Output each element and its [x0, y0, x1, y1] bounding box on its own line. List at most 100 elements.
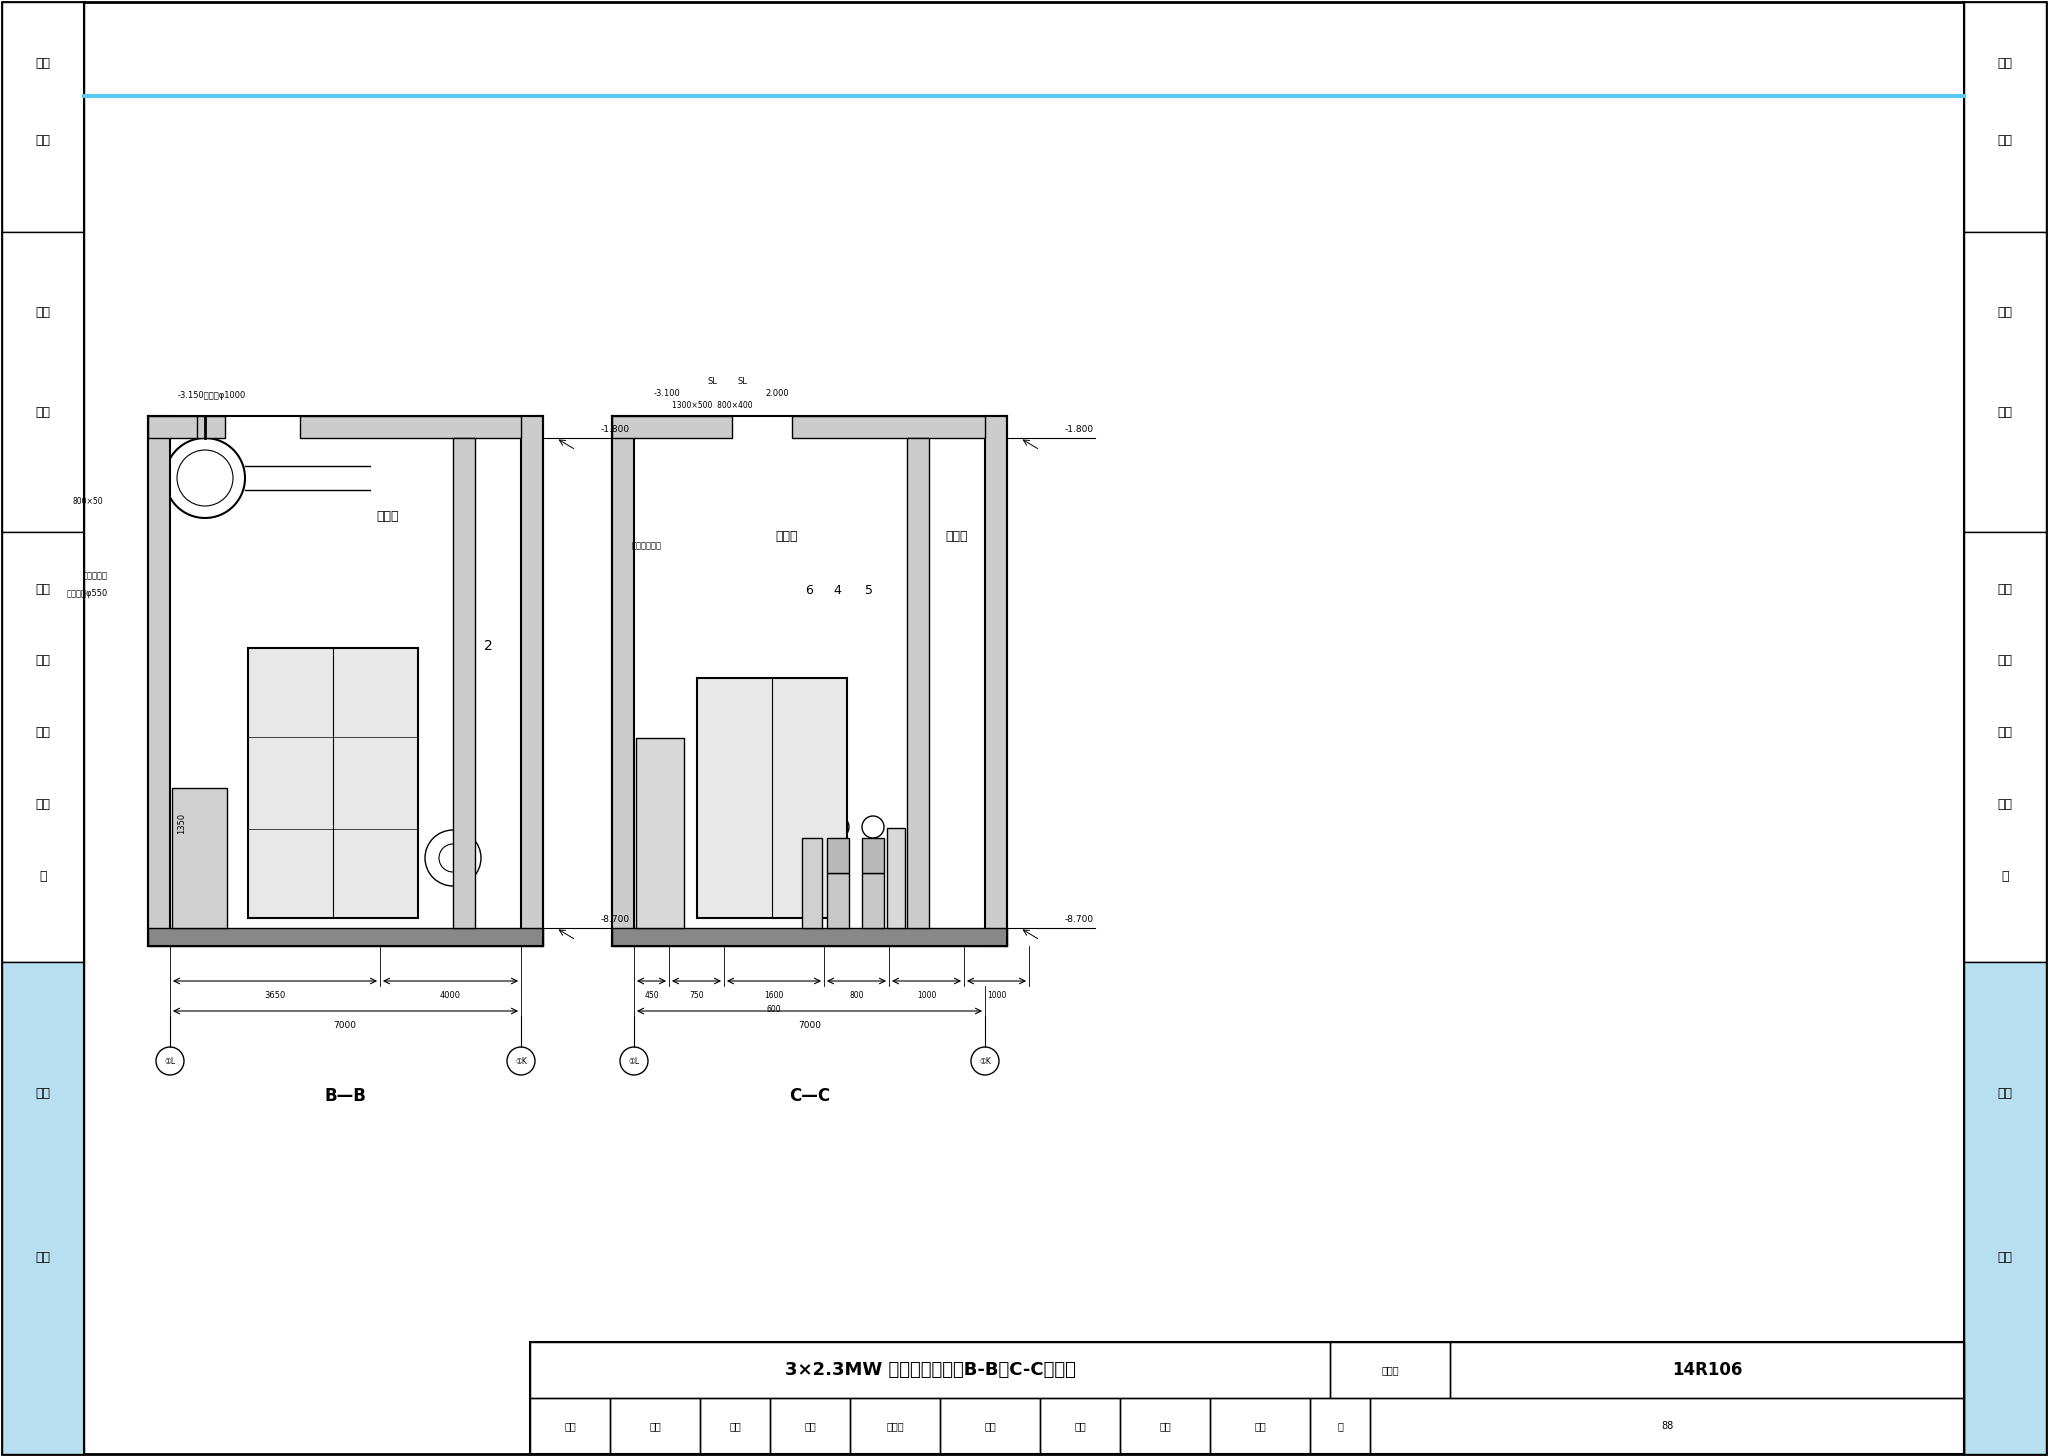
Bar [940, 1398, 1040, 1455]
Text: 1300×500  800×400: 1300×500 800×400 [672, 402, 752, 411]
Bar [700, 1398, 770, 1455]
Text: 锅炉间: 锅炉间 [776, 530, 799, 543]
Text: 吕宁: 吕宁 [649, 1421, 662, 1431]
Text: 点: 点 [39, 869, 47, 882]
Text: 原则: 原则 [35, 727, 51, 740]
Text: 7000: 7000 [799, 1021, 821, 1029]
Bar [827, 839, 850, 874]
Text: 点: 点 [2001, 869, 2009, 882]
Text: C—C: C—C [788, 1088, 829, 1105]
Bar [696, 678, 848, 917]
Text: 锅炉间: 锅炉间 [377, 510, 399, 523]
Bar [1964, 962, 2046, 1455]
Text: 设计: 设计 [1073, 1421, 1085, 1431]
Bar [1964, 232, 2046, 531]
Bar [299, 416, 520, 438]
Text: SL: SL [737, 377, 748, 386]
Text: ①K: ①K [979, 1057, 991, 1066]
Text: 6: 6 [805, 584, 813, 597]
Text: 600: 600 [766, 1005, 782, 1013]
Bar [610, 1398, 700, 1455]
Text: 14R106: 14R106 [1671, 1361, 1743, 1379]
Bar [147, 416, 170, 946]
Bar [1040, 1398, 1120, 1455]
Text: 毛雅芳: 毛雅芳 [887, 1421, 903, 1431]
Text: 实例: 实例 [1997, 1251, 2013, 1264]
Bar [985, 416, 1008, 946]
Text: 术语: 术语 [35, 406, 51, 418]
Bar [862, 874, 885, 927]
Text: 工程: 工程 [1997, 1086, 2013, 1099]
Text: 5: 5 [864, 584, 872, 597]
Text: 编制: 编制 [35, 57, 51, 70]
Text: 相关: 相关 [35, 306, 51, 319]
Bar [612, 416, 635, 946]
Text: -8.700: -8.700 [600, 916, 631, 925]
Bar [862, 839, 885, 874]
Text: 燃烧器碍片: 燃烧器碍片 [84, 572, 109, 581]
Text: 1350: 1350 [178, 812, 186, 834]
Text: 说明: 说明 [35, 134, 51, 147]
Text: 实例: 实例 [35, 1251, 51, 1264]
Text: 图集号: 图集号 [1380, 1366, 1399, 1374]
Bar [1120, 1398, 1210, 1455]
Bar [453, 438, 475, 927]
Bar [1370, 1398, 1964, 1455]
Text: 4: 4 [834, 584, 842, 597]
Text: 术语: 术语 [1997, 406, 2013, 418]
Bar [850, 1398, 940, 1455]
Bar [827, 874, 850, 927]
Text: 88: 88 [1661, 1421, 1673, 1431]
Text: 与要: 与要 [35, 798, 51, 811]
Bar [1311, 1398, 1370, 1455]
Text: 4000: 4000 [440, 990, 461, 999]
Text: ①K: ①K [514, 1057, 526, 1066]
Text: 燃速蝶阀φ550: 燃速蝶阀φ550 [68, 590, 109, 598]
Text: -8.700: -8.700 [1065, 916, 1094, 925]
Text: 膨胀水筒装置: 膨胀水筒装置 [633, 542, 662, 550]
Bar [172, 788, 227, 927]
Text: 编制: 编制 [1997, 57, 2013, 70]
Bar [1329, 1342, 1450, 1398]
Bar [770, 1398, 850, 1455]
Text: 设计: 设计 [35, 582, 51, 596]
Bar [2, 531, 84, 962]
Text: 设计: 设计 [1997, 582, 2013, 596]
Text: ①L: ①L [629, 1057, 639, 1066]
Bar [612, 927, 1008, 946]
Bar [147, 416, 225, 438]
Text: 说明: 说明 [1997, 134, 2013, 147]
Text: 750: 750 [690, 990, 705, 999]
Text: 相关: 相关 [1997, 306, 2013, 319]
Text: 签名: 签名 [1253, 1421, 1266, 1431]
Text: 审核: 审核 [563, 1421, 575, 1431]
Bar [530, 1342, 1329, 1398]
Text: 技术: 技术 [1997, 655, 2013, 667]
Text: 页: 页 [1337, 1421, 1343, 1431]
Bar [530, 1398, 610, 1455]
Text: 丹山: 丹山 [729, 1421, 741, 1431]
Bar [803, 839, 821, 927]
Bar [530, 1342, 1964, 1455]
Bar [1450, 1342, 1964, 1398]
Text: 签名: 签名 [985, 1421, 995, 1431]
Text: 7000: 7000 [334, 1021, 356, 1029]
Bar [2, 962, 84, 1455]
Bar [520, 416, 543, 946]
Text: 800×50: 800×50 [72, 496, 102, 505]
Text: -1.800: -1.800 [1065, 425, 1094, 434]
Text: 1600: 1600 [764, 990, 784, 999]
Text: 庄燕: 庄燕 [1159, 1421, 1171, 1431]
Text: 2.000: 2.000 [766, 390, 788, 399]
Bar [1964, 1, 2046, 232]
Text: 与要: 与要 [1997, 798, 2013, 811]
Text: ①L: ①L [164, 1057, 176, 1066]
Bar [248, 648, 418, 917]
Text: -3.100: -3.100 [653, 390, 680, 399]
Text: -1.800: -1.800 [600, 425, 631, 434]
Text: 3×2.3MW 真空热水锅炉戻B-B、C-C剪面图: 3×2.3MW 真空热水锅炉戻B-B、C-C剪面图 [784, 1361, 1075, 1379]
Bar [147, 927, 543, 946]
Bar [612, 416, 731, 438]
Text: -3.150总烟道φ1000: -3.150总烟道φ1000 [178, 392, 246, 400]
Bar [907, 438, 930, 927]
